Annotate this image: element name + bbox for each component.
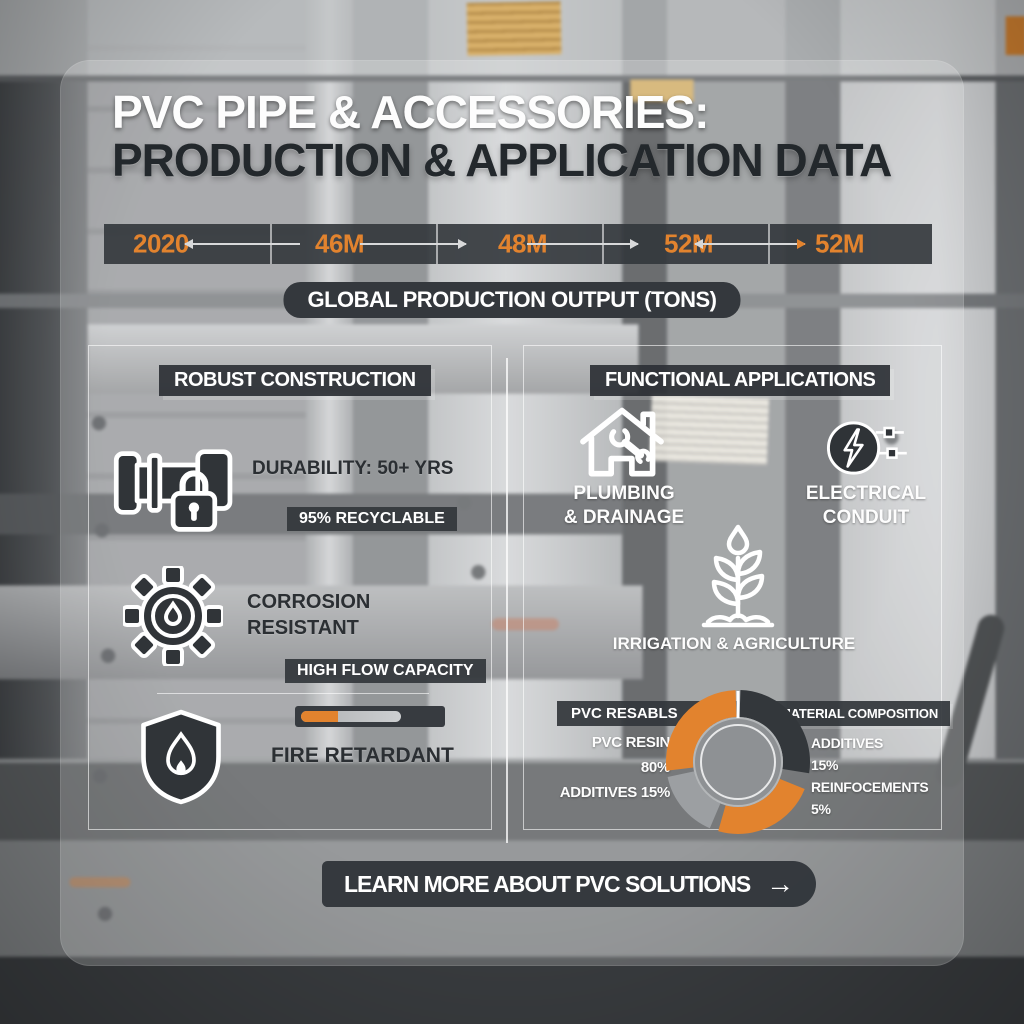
learn-more-button[interactable]: LEARN MORE ABOUT PVC SOLUTIONS → [322, 861, 817, 907]
corrosion-label: CORROSION RESISTANT [247, 589, 370, 641]
pvc-resin-label: PVC RESIN [591, 734, 670, 751]
pvc-resin-value: 80% [640, 759, 670, 776]
flow-badge: HIGH FLOW CAPACITY [285, 659, 486, 683]
additives-label: ADDITIVES [811, 735, 883, 751]
plumbing-line1: PLUMBING [573, 483, 675, 504]
electrical-conduit-icon [826, 421, 907, 475]
electrical-label: ELECTRICAL CONDUIT [801, 482, 931, 530]
timeline-caption-badge: GLOBAL PRODUCTION OUTPUT (TONS) [283, 282, 741, 318]
recyclable-badge: 95% RECYCLABLE [287, 507, 457, 531]
reinforcements-label: REINFOCEMENTS [811, 779, 929, 795]
arrow-left-icon [184, 239, 300, 249]
composition-left-labels: PVC RESIN 80% ADDITIVES 15% [524, 730, 671, 805]
durability-label: DURABILITY: 50+ YRS [252, 458, 454, 479]
applications-heading-badge: FUNCTIONAL APPLICATIONS [590, 365, 891, 396]
title-line-1: PVC PIPE & ACCESSORIES: [112, 86, 709, 138]
robust-heading-badge: ROBUST CONSTRUCTION [159, 365, 431, 396]
shield-flame-icon [141, 709, 221, 805]
arrow-both-icon [694, 239, 806, 249]
plumbing-line2: & DRAINAGE [563, 507, 685, 528]
material-composition-badge: MATERIAL COMPOSITION [768, 701, 951, 726]
gear-droplet-icon [123, 566, 223, 666]
house-wrench-icon [580, 407, 664, 477]
warning-label [630, 79, 694, 102]
learn-more-label: LEARN MORE ABOUT PVC SOLUTIONS [344, 870, 751, 897]
page-title: PVC PIPE & ACCESSORIES: PRODUCTION & APP… [112, 86, 892, 186]
production-timeline: 2020 46M 48M 52M 52M [104, 224, 932, 264]
fire-progress-track [301, 711, 401, 722]
panel-divider [506, 358, 508, 843]
plumbing-label: PLUMBING & DRAINAGE [549, 482, 699, 530]
title-line-2: PRODUCTION & APPLICATION DATA [112, 134, 892, 186]
timeline-value-46m: 46M [315, 228, 365, 259]
additives-label-left: ADDITIVES 15% [559, 784, 671, 801]
robust-construction-panel: ROBUST CONSTRUCTION DURABILITY: 50+ YRS … [88, 345, 492, 830]
arrow-right-icon [527, 239, 639, 249]
reinforcements-value: 5% [811, 801, 831, 817]
arrow-right-icon [360, 239, 467, 249]
section-divider [157, 693, 429, 694]
arrow-right-icon: → [766, 868, 795, 899]
timeline-value-52m-2: 52M [815, 228, 865, 259]
additives-value: 15% [811, 757, 839, 773]
plant-droplet-icon [701, 524, 775, 628]
material-composition-donut-chart [665, 690, 810, 834]
fire-retardant-label: FIRE RETARDANT [271, 744, 454, 767]
irrigation-label: IRRIGATION & AGRICULTURE [612, 634, 856, 653]
timeline-value-2020: 2020 [133, 228, 189, 259]
pipe-lock-icon [113, 449, 233, 532]
functional-applications-panel: FUNCTIONAL APPLICATIONS PLUMBING & DRAIN… [523, 345, 951, 834]
electrical-line2: CONDUIT [822, 507, 910, 528]
fire-progress-bar [295, 706, 445, 727]
composition-right-labels: ADDITIVES 15% REINFOCEMENTS 5% [811, 732, 961, 820]
fire-progress-fill [301, 711, 338, 722]
electrical-line1: ELECTRICAL [805, 483, 927, 504]
corrosion-line1: CORROSION [247, 591, 371, 613]
corrosion-line2: RESISTANT [247, 617, 359, 639]
